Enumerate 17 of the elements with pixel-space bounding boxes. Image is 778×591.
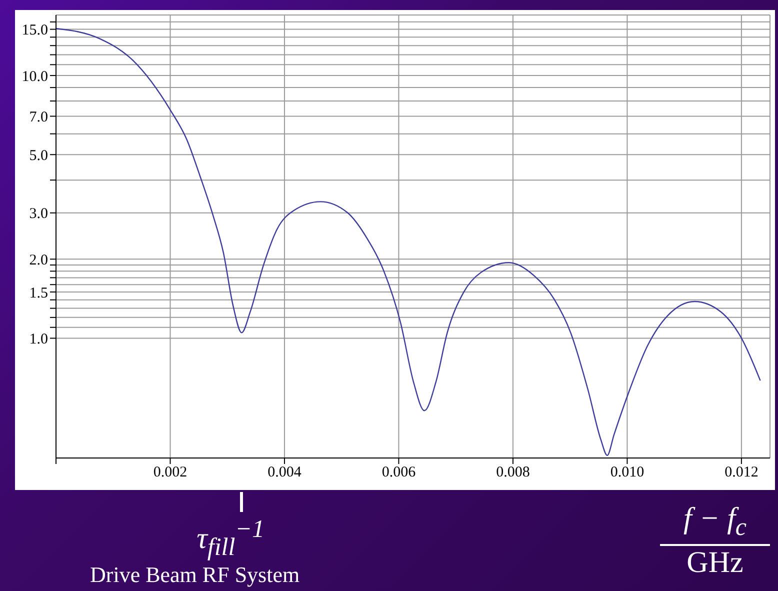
x-axis-title: f − f$_{c}$ GHz <box>682 502 748 580</box>
y-tick-label: 2.0 <box>29 252 48 268</box>
y-tick-label: 5.0 <box>29 148 48 164</box>
y-tick-label: 15.0 <box>22 22 48 39</box>
y-tick-label: 1.5 <box>29 285 48 302</box>
x-tick-label: 0.012 <box>724 464 758 481</box>
y-tick-label: 10.0 <box>22 68 48 85</box>
text: Drive Beam RF System <box>90 562 300 588</box>
y-tick-label: 1.0 <box>29 332 48 348</box>
x-tick-label: 0.010 <box>610 464 644 481</box>
x-tick-label: 0.008 <box>496 464 530 481</box>
x-tick-label: 0.002 <box>153 464 188 481</box>
x-tick-label: 0.004 <box>268 464 302 481</box>
line-series <box>56 28 761 456</box>
y-tick-label: 3.0 <box>29 206 48 222</box>
x-tick-label: 0.006 <box>382 464 416 481</box>
y-tick-label: 7.0 <box>29 110 48 126</box>
